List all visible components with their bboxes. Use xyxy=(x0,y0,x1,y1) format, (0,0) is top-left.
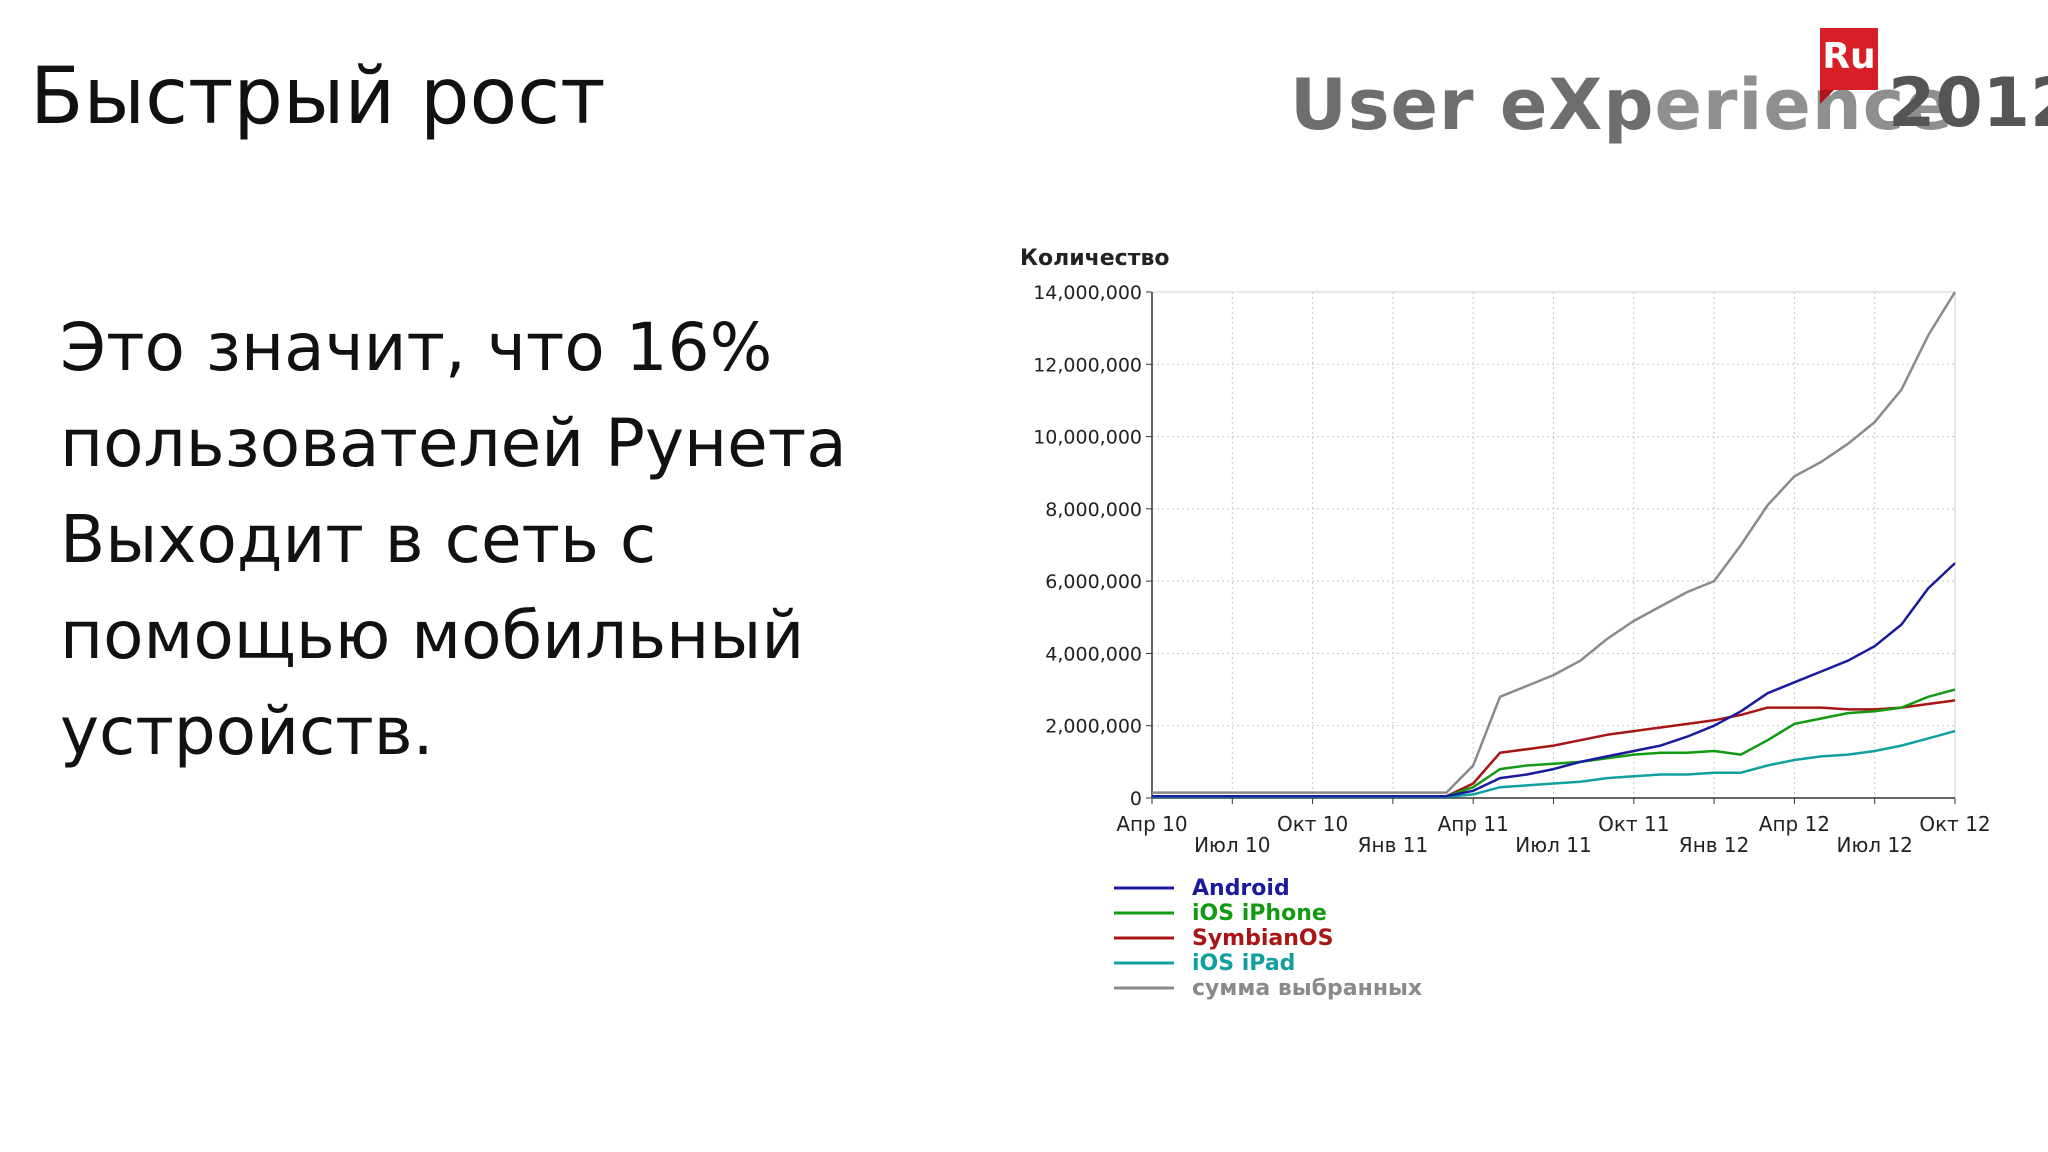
legend-label: SymbianOS xyxy=(1192,926,1333,951)
grid-lines xyxy=(1152,291,1956,798)
conference-logo: User eXperience Ru 2012 xyxy=(1290,28,2048,146)
axes xyxy=(1146,291,1956,804)
logo-year: 2012 xyxy=(1888,64,2048,143)
line-chart: Количество 0 2,000,000 4,000,000 6,000,000 8… xyxy=(1020,246,1991,1001)
x-tick-label: Июл 10 xyxy=(1194,833,1270,857)
series-line xyxy=(1152,562,1956,798)
x-tick-label: Янв 12 xyxy=(1679,833,1750,857)
body-line: пользователей Рунета xyxy=(60,405,847,482)
y-tick-label: 0 xyxy=(1130,788,1142,810)
slide-body-text: Это значит, что 16% пользователей Рунета… xyxy=(60,300,960,780)
x-tick-label: Апр 11 xyxy=(1438,812,1509,836)
x-tick-label: Окт 11 xyxy=(1598,812,1669,836)
y-tick-label: 4,000,000 xyxy=(1045,643,1142,665)
y-tick-label: 2,000,000 xyxy=(1045,716,1142,738)
x-tick-label: Июл 11 xyxy=(1515,833,1591,857)
legend-label: сумма выбранных xyxy=(1192,976,1422,1001)
series-line xyxy=(1152,291,1957,794)
legend-label: iOS iPad xyxy=(1192,951,1295,976)
y-tick-labels: 0 2,000,000 4,000,000 6,000,000 8,000,000 10,… xyxy=(1033,282,1142,810)
x-tick-label: Янв 11 xyxy=(1358,833,1429,857)
x-tick-label: Июл 12 xyxy=(1837,833,1913,857)
slide-title: Быстрый рост xyxy=(30,52,606,142)
y-tick-label: 8,000,000 xyxy=(1045,499,1142,521)
body-line: помощью мобильный xyxy=(60,597,805,674)
y-tick-label: 12,000,000 xyxy=(1033,354,1142,376)
x-tick-label: Апр 12 xyxy=(1759,812,1830,836)
y-tick-label: 10,000,000 xyxy=(1033,427,1142,449)
legend-label: Android xyxy=(1192,876,1290,901)
body-line: Выходит в сеть с xyxy=(60,501,657,578)
body-line: устройств. xyxy=(60,693,434,770)
series-lines xyxy=(1152,291,1957,799)
x-tick-label: Окт 12 xyxy=(1919,812,1990,836)
y-tick-label: 6,000,000 xyxy=(1045,571,1142,593)
y-axis-title: Количество xyxy=(1020,246,1169,271)
body-line: Это значит, что 16% xyxy=(60,309,773,386)
logo-ru-badge: Ru xyxy=(1820,28,1878,104)
logo-brand-text: User eXperience xyxy=(1290,64,1954,146)
x-tick-label: Окт 10 xyxy=(1277,812,1348,836)
logo-brand-light: erience xyxy=(1654,64,1954,146)
y-tick-label: 14,000,000 xyxy=(1033,282,1142,304)
legend-label: iOS iPhone xyxy=(1192,901,1327,926)
logo-brand-dark: User eXp xyxy=(1290,64,1655,146)
x-tick-label: Апр 10 xyxy=(1116,812,1187,836)
